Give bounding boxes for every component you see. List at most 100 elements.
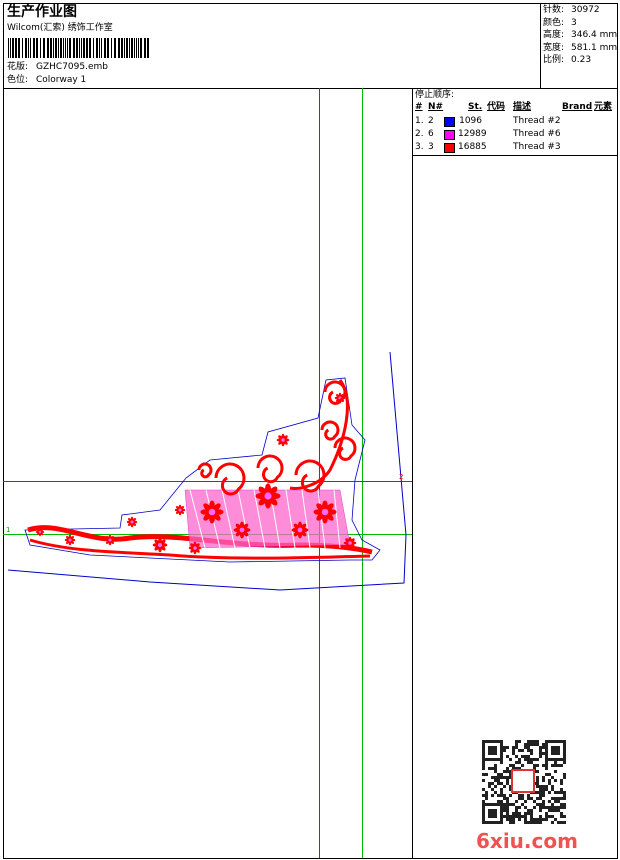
- qr-cell: [503, 749, 506, 752]
- bar: [136, 38, 137, 58]
- qr-cell: [506, 803, 509, 806]
- qr-cell: [491, 794, 494, 797]
- qr-cell: [497, 776, 500, 779]
- petal: [132, 522, 136, 526]
- qr-cell: [554, 818, 557, 821]
- qr-cell: [500, 815, 503, 818]
- qr-cell: [488, 812, 491, 815]
- qr-cell: [500, 809, 503, 812]
- qr-cell: [494, 785, 497, 788]
- qr-cell: [536, 785, 539, 788]
- qr-cell: [527, 812, 530, 815]
- qr-cell: [554, 761, 557, 764]
- qr-cell: [521, 794, 524, 797]
- scroll: [320, 420, 340, 441]
- qr-cell: [527, 746, 530, 749]
- qr-cell: [512, 818, 515, 821]
- qr-cell: [557, 758, 560, 761]
- bar: [50, 38, 52, 58]
- petal: [258, 486, 268, 496]
- column-header: 描述: [513, 102, 532, 112]
- qr-cell: [527, 761, 530, 764]
- scroll: [214, 462, 246, 496]
- qr-cell: [509, 773, 512, 776]
- petal: [110, 536, 114, 540]
- qr-cell: [482, 773, 485, 776]
- qr-cell: [494, 776, 497, 779]
- petal: [106, 540, 110, 544]
- qr-cell: [491, 758, 494, 761]
- qr-cell: [545, 818, 548, 821]
- bar: [47, 38, 49, 58]
- qr-cell: [506, 800, 509, 803]
- qr-cell: [539, 806, 542, 809]
- qr-cell: [536, 803, 539, 806]
- qr-cell: [482, 761, 485, 764]
- column-header: St.: [468, 102, 483, 112]
- qr-cell: [518, 812, 521, 815]
- qr-cell: [506, 755, 509, 758]
- qr-cell: [563, 803, 566, 806]
- petal: [160, 539, 166, 545]
- qr-cell: [536, 764, 539, 767]
- scroll: [294, 459, 326, 493]
- qr-cell: [512, 764, 515, 767]
- petal: [300, 523, 307, 530]
- bar: [33, 38, 35, 58]
- qr-cell: [491, 803, 494, 806]
- row-index: 3.: [415, 142, 424, 152]
- qr-cell: [536, 779, 539, 782]
- qr-cell: [536, 797, 539, 800]
- qr-cell: [551, 776, 554, 779]
- qr-cell: [482, 779, 485, 782]
- bar: [25, 38, 27, 58]
- company: Wilcom(汇索) 绣饰工作室: [7, 23, 113, 33]
- qr-cell: [482, 815, 485, 818]
- watermark: 6xiu.com: [476, 829, 578, 853]
- qr-cell: [482, 788, 485, 791]
- petal: [70, 540, 74, 544]
- qr-cell: [563, 791, 566, 794]
- qr-cell: [542, 743, 545, 746]
- qr-cell: [512, 812, 515, 815]
- qr-cell: [482, 764, 485, 767]
- center: [193, 546, 197, 550]
- qr-cell: [512, 752, 515, 755]
- qr-cell: [509, 794, 512, 797]
- qr-cell: [542, 806, 545, 809]
- qr-cell: [482, 752, 485, 755]
- qr-cell: [506, 809, 509, 812]
- qr-cell: [533, 806, 536, 809]
- qr-cell: [518, 767, 521, 770]
- qr-cell: [482, 800, 485, 803]
- design: GZHC7095.emb: [36, 62, 108, 72]
- qr-cell: [539, 797, 542, 800]
- qr-cell: [536, 776, 539, 779]
- qr-cell: [554, 758, 557, 761]
- qr-cell: [545, 755, 548, 758]
- qr-cell: [497, 740, 500, 743]
- qr-cell: [488, 809, 491, 812]
- qr-cell: [500, 752, 503, 755]
- qr-cell: [560, 764, 563, 767]
- qr-cell: [503, 776, 506, 779]
- qr-cell: [545, 743, 548, 746]
- qr-cell: [500, 800, 503, 803]
- sequence-title: 停止顺序:: [415, 90, 455, 100]
- bar: [73, 38, 75, 58]
- qr-cell: [545, 815, 548, 818]
- qr-cell: [488, 746, 491, 749]
- stat-value: 581.1 mm: [571, 42, 618, 53]
- qr-cell: [497, 782, 500, 785]
- bar: [126, 38, 128, 58]
- qr-cell: [563, 794, 566, 797]
- qr-cell: [482, 758, 485, 761]
- qr-cell: [503, 803, 506, 806]
- petal: [160, 545, 166, 551]
- qr-cell: [503, 815, 506, 818]
- row-description: Thread #3: [513, 142, 561, 152]
- stat-label: 针数:: [543, 5, 565, 15]
- petal: [300, 530, 307, 537]
- bar: [69, 38, 71, 58]
